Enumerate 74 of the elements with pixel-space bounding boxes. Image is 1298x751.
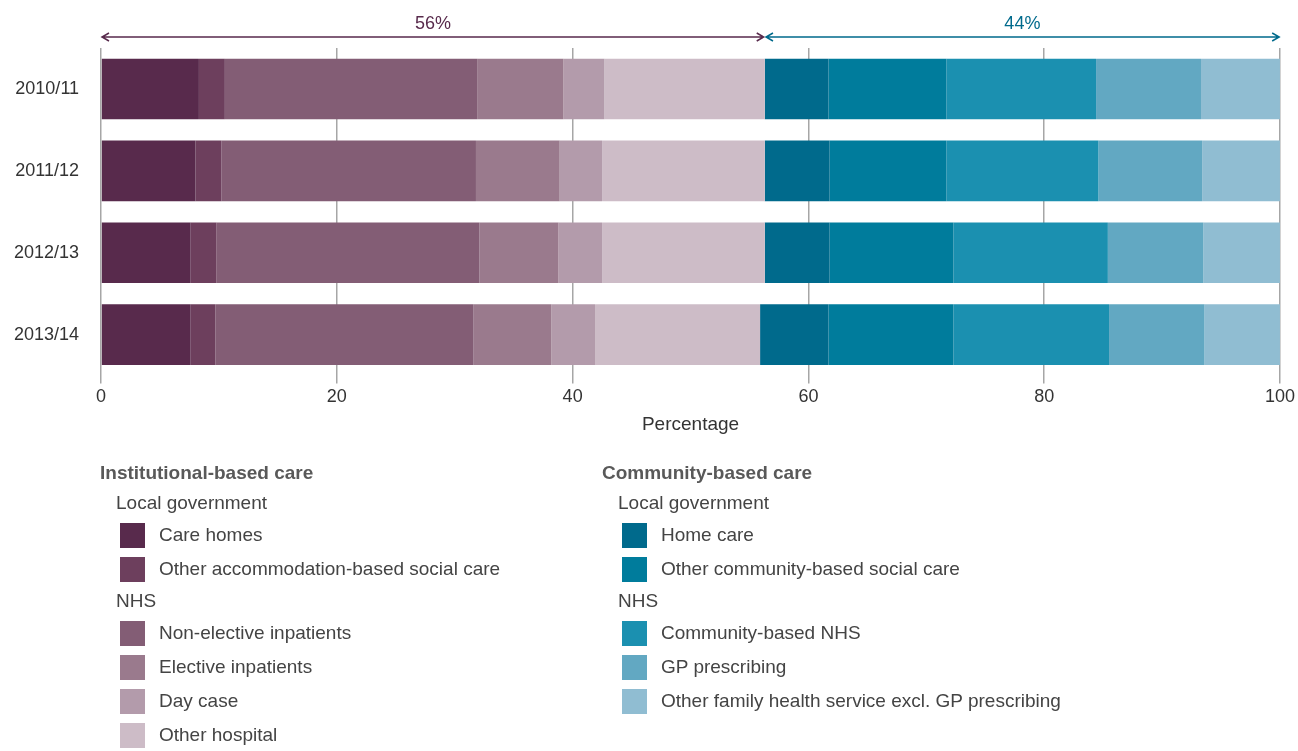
- bar: [101, 140, 196, 202]
- bar: [764, 222, 830, 284]
- text: NHS: [617, 589, 660, 613]
- text: Institutional-based care: [100, 461, 315, 485]
- bar: [595, 304, 761, 365]
- text: NHS: [115, 589, 158, 613]
- legend-label: Other accommodation-based social care: [159, 558, 501, 580]
- bar: [221, 140, 476, 202]
- bar: [198, 58, 225, 120]
- bar: [558, 222, 603, 284]
- text: 56%: [414, 12, 451, 33]
- x-tick-label: 100: [1264, 386, 1296, 407]
- bar: [1096, 58, 1201, 120]
- bar: [559, 140, 603, 202]
- legend-label: Other community-based social care: [661, 558, 960, 580]
- bar: [1203, 222, 1280, 284]
- bar: [101, 304, 191, 365]
- x-axis-title: Percentage: [641, 412, 740, 434]
- bar: [602, 222, 765, 284]
- bar: [1098, 140, 1203, 202]
- legend-label: Day case: [159, 690, 239, 712]
- bar: [1201, 58, 1280, 120]
- text: Local government: [617, 491, 771, 515]
- legend-label: Other family health service excl. GP prescribing: [661, 690, 1061, 712]
- bar: [216, 222, 480, 284]
- bar: [953, 304, 1110, 365]
- text: Community-based care: [602, 461, 814, 485]
- legend-label: Other hospital: [159, 724, 278, 746]
- bar: [829, 222, 954, 284]
- legend-label: Elective inpatients: [159, 656, 313, 678]
- bar: [760, 304, 829, 365]
- bar: [195, 140, 222, 202]
- bar: [1109, 304, 1205, 365]
- bar: [946, 58, 1097, 120]
- bar: [828, 304, 954, 365]
- bar: [101, 58, 199, 120]
- legend-label: GP prescribing: [661, 656, 787, 678]
- x-tick-label: 0: [96, 386, 107, 407]
- bar: [953, 222, 1108, 284]
- bar: [1202, 140, 1280, 202]
- bar: [829, 140, 947, 202]
- bar: [475, 140, 560, 202]
- legend-label: Community-based NHS: [661, 622, 861, 644]
- bar: [551, 304, 596, 365]
- bar: [479, 222, 559, 284]
- legend-label: Care homes: [159, 524, 263, 546]
- y-tick-label: 2011/12: [15, 159, 80, 180]
- bar: [190, 222, 217, 284]
- bar: [101, 222, 191, 284]
- bar: [477, 58, 564, 120]
- y-tick-label: 2010/11: [15, 77, 80, 98]
- bar: [563, 58, 605, 120]
- bar: [828, 58, 947, 120]
- bar: [190, 304, 216, 365]
- bar: [215, 304, 474, 365]
- bar: [764, 140, 830, 202]
- y-tick-label: 2013/14: [13, 323, 80, 344]
- x-tick-label: 20: [326, 386, 347, 407]
- bar: [602, 140, 765, 202]
- y-tick-label: 2012/13: [13, 241, 80, 262]
- bar: [604, 58, 765, 120]
- legend-label: Non-elective inpatients: [159, 622, 352, 644]
- legend-label: Home care: [661, 524, 754, 546]
- x-tick-label: 40: [562, 386, 583, 407]
- x-tick-label: 60: [798, 386, 819, 407]
- bar: [473, 304, 552, 365]
- bar: [1204, 304, 1280, 365]
- x-tick-label: 80: [1034, 386, 1055, 407]
- bar: [224, 58, 478, 120]
- bar: [946, 140, 1099, 202]
- text: 44%: [1004, 12, 1041, 33]
- bar: [1107, 222, 1204, 284]
- text: Local government: [115, 491, 269, 515]
- bar: [764, 58, 829, 120]
